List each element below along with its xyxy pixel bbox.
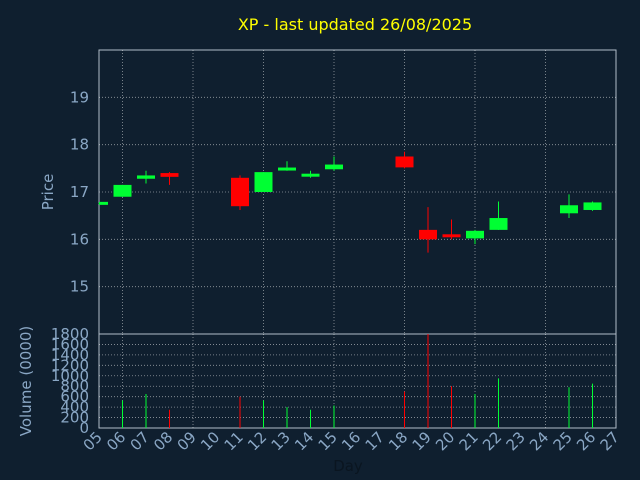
x-tick-label: 09 [174,428,200,454]
x-tick-label: 23 [503,428,529,454]
x-tick-label: 25 [550,428,576,454]
x-tick-label: 12 [244,428,270,454]
volume-tick-label: 600 [60,388,89,406]
candle-body [442,234,461,238]
x-tick-label: 21 [456,428,482,454]
x-tick-label: 24 [526,428,552,454]
volume-axis-label: Volume (0000) [17,326,35,436]
price-tick-label: 17 [70,183,89,201]
x-tick-label: 20 [432,428,458,454]
candle-body [99,201,108,205]
candle-body [489,218,508,230]
volume-tick-label: 1400 [51,346,89,364]
x-tick-label: 16 [338,428,364,454]
x-tick-label: 15 [315,428,341,454]
x-tick-label: 19 [409,428,435,454]
x-tick-label: 08 [150,428,176,454]
chart-title: XP - last updated 26/08/2025 [238,15,472,34]
volume-tick-label: 1800 [51,325,89,343]
volume-tick-label: 0 [79,419,89,437]
x-tick-label: 10 [197,428,223,454]
candle-body [113,184,132,197]
x-tick-label: 13 [268,428,294,454]
candle-body [560,205,578,214]
price-panel: 15 16 17 18 19 [70,49,617,335]
candle-body [278,167,296,171]
candle-body [160,173,179,177]
volume-tick-label: 1600 [51,335,89,353]
x-tick-label: 14 [291,428,317,454]
x-axis-label: Day [333,457,363,475]
x-tick-label: 17 [362,428,388,454]
volume-tick-label: 1200 [51,356,89,374]
volume-tick-label: 800 [60,377,89,395]
x-tick-label: 06 [103,428,129,454]
x-tick-label: 18 [385,428,411,454]
price-axis-label: Price [39,174,57,211]
x-tick-label: 11 [221,428,247,454]
price-tick-label: 19 [70,88,89,106]
candle-body [325,164,343,170]
candle-body [466,230,484,239]
candle-body [395,156,414,168]
price-tick-label: 16 [70,230,89,248]
candle-body [419,229,437,240]
price-tick-label: 15 [70,278,89,296]
x-tick-label: 22 [479,428,505,454]
volume-tick-label: 200 [60,409,89,427]
candle-body [254,172,273,192]
x-tick-label: 27 [597,428,623,454]
candle-body [583,202,602,210]
volume-tick-label: 400 [60,398,89,416]
candle-body [231,177,249,207]
x-tick-label: 26 [573,428,599,454]
volume-plot-frame [98,333,617,429]
volume-tick-label: 1000 [51,367,89,385]
x-axis-ticks: 0506070809101112131415161718192021222324… [80,428,623,454]
x-tick-label: 07 [127,428,153,454]
candle-body [301,173,320,177]
candle-body [137,175,155,179]
price-tick-label: 18 [70,136,89,154]
